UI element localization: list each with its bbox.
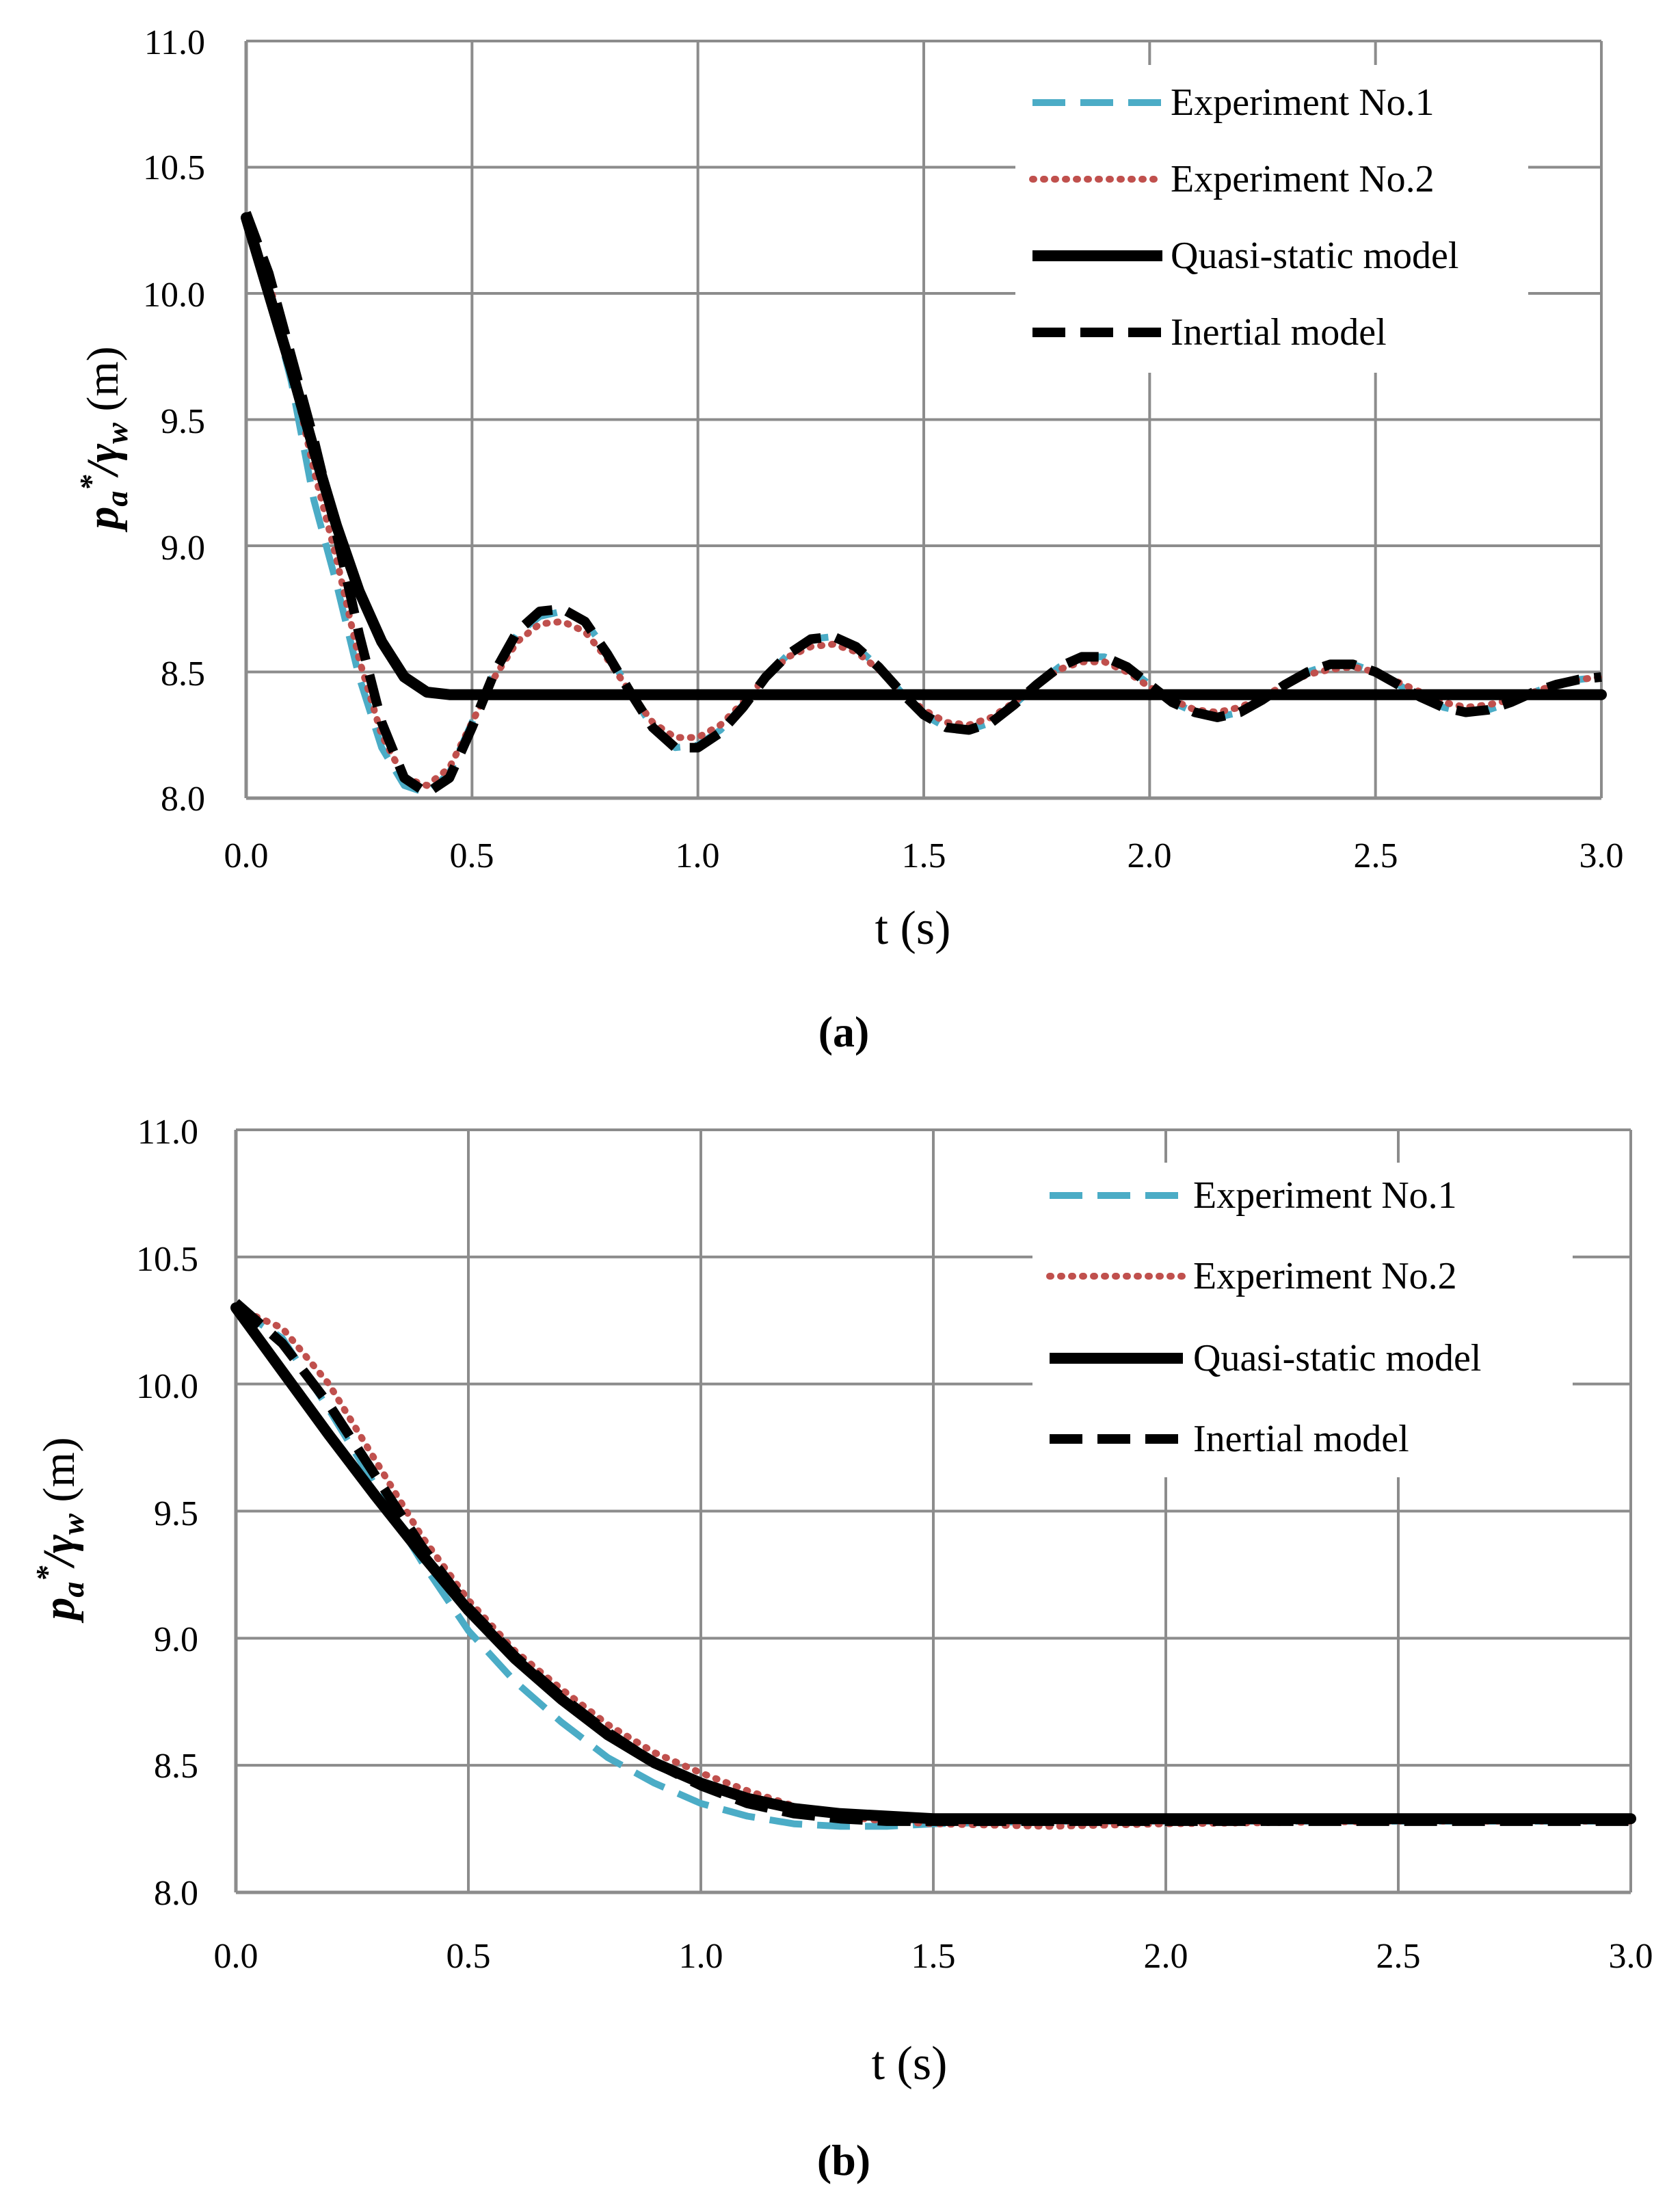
- y-title-p: p: [34, 1598, 84, 1624]
- y-tick-label: 10.0: [136, 1367, 198, 1406]
- y-title-gamma: γ: [78, 443, 128, 462]
- x-tick-labels-b: 0.0 0.5 1.0 1.5 2.0 2.5 3.0: [214, 1937, 1653, 1976]
- x-tick-label: 2.5: [1376, 1937, 1421, 1976]
- x-tick-label: 1.5: [911, 1937, 956, 1976]
- y-title-sub-w: w: [55, 1514, 90, 1535]
- y-title-star: *: [29, 1565, 64, 1582]
- legend-a: Experiment No.1 Experiment No.2 Quasi-st…: [1015, 65, 1528, 373]
- x-tick-label: 2.0: [1128, 836, 1172, 875]
- legend-label-inertial: Inertial model: [1193, 1418, 1409, 1460]
- caption-a: (a): [818, 1007, 870, 1056]
- y-tick-label: 9.5: [161, 402, 205, 441]
- chart-panel-b: 8.0 8.5 9.0 9.5 10.0 10.5 11.0 0.0 0.5 1…: [29, 1113, 1653, 2184]
- y-title-unit: (m): [34, 1437, 84, 1514]
- y-title-sub-a: a: [55, 1582, 90, 1598]
- y-tick-label: 9.5: [154, 1494, 198, 1533]
- x-tick-labels-a: 0.0 0.5 1.0 1.5 2.0 2.5 3.0: [224, 836, 1624, 875]
- legend-label-quasi: Quasi-static model: [1193, 1337, 1481, 1379]
- y-tick-label: 10.0: [143, 276, 205, 315]
- y-tick-label: 10.5: [136, 1240, 198, 1279]
- y-tick-labels-b: 8.0 8.5 9.0 9.5 10.0 10.5 11.0: [136, 1113, 198, 1913]
- x-tick-label: 3.0: [1609, 1937, 1653, 1976]
- legend-label-exp1: Experiment No.1: [1171, 81, 1435, 124]
- y-tick-label: 8.5: [154, 1747, 198, 1786]
- y-tick-label: 11.0: [137, 1113, 198, 1152]
- y-title-gamma: γ: [34, 1534, 84, 1553]
- y-tick-label: 9.0: [154, 1620, 198, 1659]
- x-tick-label: 2.5: [1354, 836, 1398, 875]
- legend-background: [1032, 1163, 1573, 1477]
- y-axis-title-a: pa*/γw (m): [73, 346, 134, 532]
- x-axis-title-a: t (s): [875, 902, 951, 955]
- x-tick-label: 1.0: [679, 1937, 723, 1976]
- x-tick-label: 0.0: [214, 1937, 258, 1976]
- x-tick-label: 1.0: [676, 836, 720, 875]
- legend-label-inertial: Inertial model: [1171, 311, 1387, 354]
- y-axis-title-b: pa*/γw (m): [29, 1437, 90, 1623]
- y-tick-labels-a: 8.0 8.5 9.0 9.5 10.0 10.5 11.0: [143, 23, 205, 819]
- x-tick-label: 3.0: [1579, 836, 1624, 875]
- legend-label-exp2: Experiment No.2: [1193, 1255, 1457, 1297]
- x-axis-title-b: t (s): [872, 2037, 948, 2090]
- legend-label-quasi: Quasi-static model: [1171, 235, 1458, 277]
- y-tick-label: 8.0: [161, 780, 205, 819]
- y-tick-label: 8.5: [161, 655, 205, 693]
- legend-b: Experiment No.1 Experiment No.2 Quasi-st…: [1032, 1163, 1573, 1477]
- y-tick-label: 8.0: [154, 1874, 198, 1913]
- legend-label-exp1: Experiment No.1: [1193, 1174, 1457, 1217]
- series-line-inertial-model: [232, 1299, 1631, 1826]
- x-tick-label: 2.0: [1144, 1937, 1188, 1976]
- y-title-unit: (m): [78, 346, 128, 423]
- y-title-p: p: [78, 507, 128, 533]
- caption-b: (b): [817, 2136, 870, 2184]
- y-tick-label: 9.0: [161, 529, 205, 568]
- y-title-sub-a: a: [99, 491, 134, 507]
- x-tick-label: 0.0: [224, 836, 269, 875]
- y-tick-label: 10.5: [143, 148, 205, 187]
- chart-panel-a: 8.0 8.5 9.0 9.5 10.0 10.5 11.0 0.0 0.5 1…: [73, 23, 1624, 1056]
- series-line-inertial-model: [241, 211, 1602, 798]
- legend-background: [1015, 65, 1528, 373]
- x-tick-label: 0.5: [446, 1937, 491, 1976]
- x-tick-label: 1.5: [902, 836, 946, 875]
- y-title-star: *: [73, 475, 108, 491]
- y-title-sub-w: w: [99, 423, 134, 444]
- series-group-a: [241, 211, 1607, 798]
- x-tick-label: 0.5: [450, 836, 494, 875]
- series-group-b: [230, 1299, 1636, 1830]
- legend-label-exp2: Experiment No.2: [1171, 158, 1435, 200]
- y-tick-label: 11.0: [144, 23, 205, 62]
